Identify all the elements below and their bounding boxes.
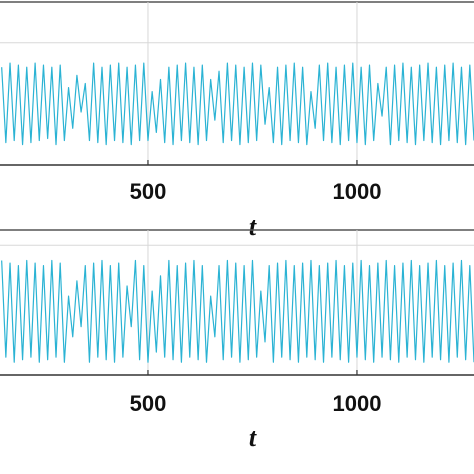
x-tick-label: 500 <box>130 179 167 204</box>
x-tick-label: 1000 <box>332 391 381 416</box>
x-axis-label: t <box>249 212 257 241</box>
x-tick-label: 1000 <box>332 179 381 204</box>
x-axis-label: t <box>249 423 257 452</box>
x-tick-label: 500 <box>130 391 167 416</box>
series-line <box>1 259 474 363</box>
series-line <box>1 62 474 146</box>
